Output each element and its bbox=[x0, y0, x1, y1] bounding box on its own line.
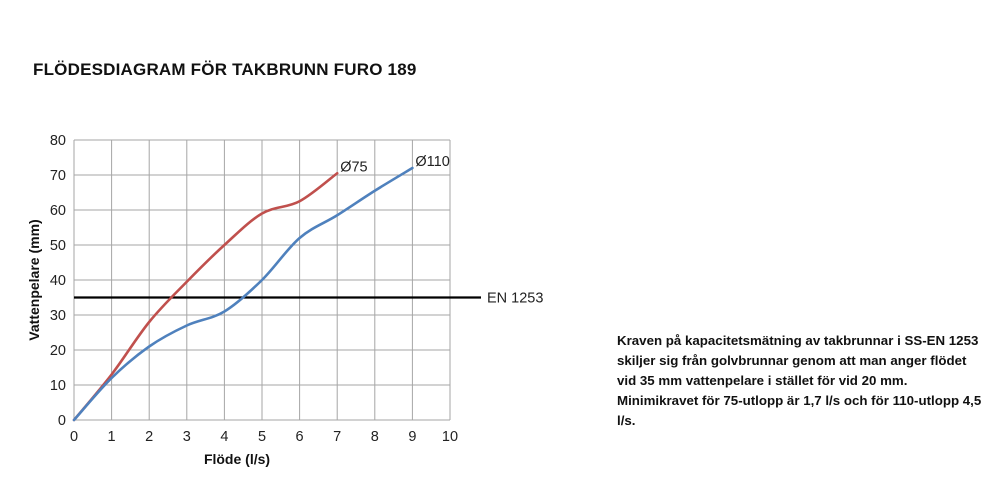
x-tick-label: 2 bbox=[145, 429, 153, 445]
y-tick-label: 70 bbox=[50, 168, 66, 184]
x-tick-label: 0 bbox=[70, 429, 78, 445]
y-tick-label: 20 bbox=[50, 343, 66, 359]
y-tick-label: 10 bbox=[50, 378, 66, 394]
x-tick-label: 3 bbox=[183, 429, 191, 445]
y-tick-label: 0 bbox=[58, 413, 66, 429]
y-axis-title: Vattenpelare (mm) bbox=[26, 219, 42, 340]
x-tick-label: 8 bbox=[371, 429, 379, 445]
x-tick-label: 10 bbox=[442, 429, 458, 445]
series-lines: Ø75 Ø110 bbox=[72, 154, 450, 422]
x-axis-title: Flöde (l/s) bbox=[204, 451, 270, 467]
y-tick-label: 80 bbox=[50, 133, 66, 149]
series-line-d75 bbox=[72, 171, 339, 422]
x-tick-label: 4 bbox=[220, 429, 228, 445]
reference-line-label: EN 1253 bbox=[487, 291, 543, 307]
y-tick-label: 30 bbox=[50, 308, 66, 324]
x-tick-label: 7 bbox=[333, 429, 341, 445]
series-label-d75: Ø75 bbox=[340, 159, 367, 175]
y-tick-label: 60 bbox=[50, 203, 66, 219]
tick-labels: 0 1 2 3 4 5 6 7 8 9 10 0 10 20 30 40 50 60 70 80 bbox=[50, 133, 458, 445]
requirements-note: Kraven på kapacitetsmätning av takbrunna… bbox=[617, 333, 982, 428]
chart-title: FLÖDESDIAGRAM FÖR TAKBRUNN FURO 189 bbox=[33, 60, 417, 79]
x-tick-label: 9 bbox=[408, 429, 416, 445]
y-tick-label: 50 bbox=[50, 238, 66, 254]
series-line-d110 bbox=[72, 166, 414, 422]
x-tick-label: 1 bbox=[108, 429, 116, 445]
x-tick-label: 5 bbox=[258, 429, 266, 445]
reference-lines: EN 1253 bbox=[74, 291, 543, 307]
series-label-d110: Ø110 bbox=[415, 154, 449, 170]
x-tick-label: 6 bbox=[296, 429, 304, 445]
y-tick-label: 40 bbox=[50, 273, 66, 289]
